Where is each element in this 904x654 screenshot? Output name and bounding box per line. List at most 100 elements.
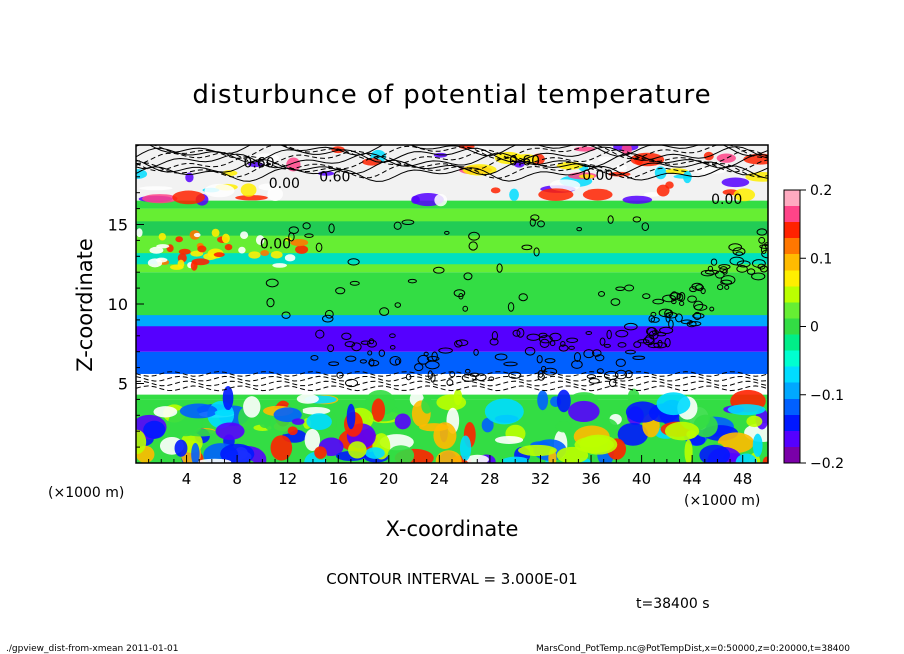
- contour-loop: [647, 326, 658, 337]
- contour-loop: [716, 284, 724, 291]
- turbulence-patch: [735, 453, 757, 463]
- contour-loop: [624, 284, 635, 292]
- contour-line: [136, 146, 768, 163]
- wave-patch: [284, 254, 296, 262]
- contour-loop: [537, 220, 545, 228]
- contour-loop: [426, 356, 440, 362]
- plot-area: 0.60 0.60 0.00 0.60 0.00 0.00 0.00: [136, 145, 768, 463]
- turbulence-patch: [556, 446, 589, 463]
- wave-patch: [221, 233, 230, 244]
- contour-lines: 0.60 0.60 0.00 0.60 0.00 0.00 0.00: [136, 145, 768, 392]
- contour-loop: [508, 371, 522, 379]
- contour-loop: [692, 312, 705, 319]
- contour-label: 0.00: [582, 168, 613, 184]
- wave-patch: [238, 246, 246, 254]
- contour-loop: [664, 311, 678, 319]
- turbulence-patch: [699, 444, 731, 463]
- turbulence-patch: [574, 436, 615, 453]
- contour-loop: [715, 270, 725, 279]
- upper-patch: [204, 183, 235, 198]
- turbulence-patch: [273, 407, 302, 423]
- x-tick-label: 40: [632, 470, 651, 488]
- upper-patch: [490, 187, 501, 194]
- colorbar: [783, 189, 801, 464]
- contour-loop: [345, 378, 359, 388]
- contour-loop: [607, 215, 614, 224]
- turbulence-patch: [243, 396, 261, 418]
- contour-loop: [693, 303, 708, 311]
- contour-loop: [718, 264, 731, 270]
- wave-patch: [136, 228, 143, 238]
- contour-loop: [665, 312, 671, 323]
- contour-loop: [637, 339, 650, 344]
- colorbar-tick-label: −0.1: [810, 388, 844, 404]
- turbulence-patch: [348, 441, 367, 459]
- contour-loop: [583, 349, 595, 359]
- turbulence-patch: [314, 446, 327, 459]
- upper-patch: [716, 153, 736, 163]
- turbulence-patch: [433, 422, 457, 449]
- contour-loop: [360, 340, 371, 345]
- turbulence-patch: [222, 385, 234, 411]
- turbulence-patch: [421, 396, 433, 414]
- contour-loop: [321, 314, 334, 323]
- contour-loop: [603, 343, 611, 348]
- upper-patch: [434, 193, 448, 207]
- wave-patch: [155, 257, 168, 263]
- upper-patch: [622, 195, 653, 204]
- contour-loop: [449, 371, 456, 378]
- contour-line: [136, 155, 768, 173]
- wave-patch: [193, 232, 201, 238]
- contour-loop: [707, 265, 714, 272]
- contour-loop: [608, 378, 617, 388]
- x-tick-label: 36: [581, 470, 600, 488]
- contour-line: [136, 165, 768, 182]
- contour-loop: [732, 247, 746, 256]
- contour-loop: [327, 344, 335, 353]
- turbulence-patch: [625, 401, 660, 423]
- contour-loop: [366, 339, 377, 348]
- contour-loop: [315, 329, 325, 339]
- contour-line: [136, 149, 768, 167]
- contour-loop: [433, 266, 445, 274]
- contour-label: 0.60: [243, 155, 274, 171]
- contour-line: [136, 375, 768, 382]
- contour-loop: [496, 263, 503, 273]
- contour-loop: [518, 293, 528, 302]
- upper-patch: [317, 171, 335, 176]
- wave-patch: [270, 251, 283, 259]
- contour-loop: [389, 344, 396, 350]
- upper-patch: [136, 169, 148, 179]
- contour-loop: [617, 342, 627, 348]
- upper-patch: [248, 161, 264, 168]
- contour-loop: [662, 294, 677, 303]
- contour-loop: [521, 244, 533, 251]
- turbulence-patch: [143, 420, 166, 439]
- contour-loop: [341, 332, 352, 340]
- turbulence-patch: [270, 435, 293, 461]
- contour-loop: [328, 361, 340, 367]
- contour-loop: [669, 292, 682, 300]
- contour-loop: [597, 291, 606, 297]
- turbulence-patch: [568, 400, 600, 423]
- contour-loop: [544, 358, 556, 364]
- upper-patch: [538, 188, 574, 201]
- contour-loop: [571, 360, 583, 369]
- contour-loop: [720, 275, 736, 285]
- turbulence-patch: [179, 403, 218, 419]
- upper-patch: [240, 183, 257, 197]
- wave-patch: [156, 244, 170, 249]
- wave-patch: [260, 250, 270, 257]
- turbulence-patch: [291, 418, 305, 425]
- turbulence-patch: [459, 435, 472, 461]
- x-tick-label: 16: [329, 470, 348, 488]
- colorbar-ticks: 0.2 0.1 0 −0.1 −0.2: [800, 183, 844, 472]
- turbulence-patch: [306, 413, 332, 431]
- contour-loop: [641, 222, 650, 232]
- color-band: [136, 351, 768, 376]
- contour-label: 0.00: [260, 236, 291, 252]
- turbulence-patch: [537, 390, 549, 411]
- contour-loop: [709, 306, 715, 312]
- contour-loop: [566, 337, 579, 343]
- contour-loop: [642, 336, 655, 346]
